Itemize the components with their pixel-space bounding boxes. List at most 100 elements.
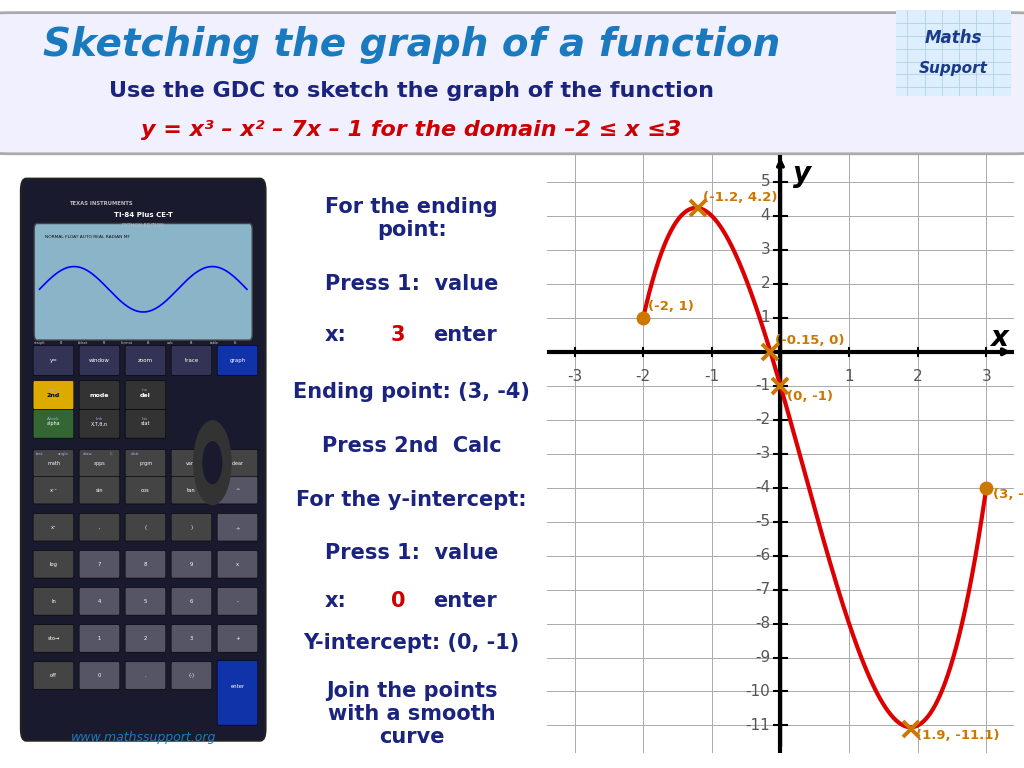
Text: test: test [36,452,43,455]
Text: y=: y= [49,358,57,363]
Text: 4: 4 [98,599,101,604]
Text: sto→: sto→ [47,636,59,641]
FancyBboxPatch shape [20,179,265,740]
Text: (: ( [144,525,146,530]
Text: alpha: alpha [47,422,60,426]
Text: ,: , [98,525,100,530]
Text: NORMAL FLOAT AUTO REAL RADIAN MF: NORMAL FLOAT AUTO REAL RADIAN MF [45,235,130,239]
Text: TI-84 Plus CE-T: TI-84 Plus CE-T [114,211,173,217]
Text: y = x³ – x² – 7x – 1 for the domain –2 ≤ x ≤3: y = x³ – x² – 7x – 1 for the domain –2 ≤… [141,121,682,141]
FancyBboxPatch shape [217,514,258,541]
FancyBboxPatch shape [79,409,120,439]
FancyBboxPatch shape [33,409,74,439]
FancyBboxPatch shape [217,449,258,477]
Text: C: C [110,452,113,455]
FancyBboxPatch shape [171,514,212,541]
Text: f1: f1 [59,341,63,345]
FancyBboxPatch shape [217,551,258,578]
Text: x⁻¹: x⁻¹ [49,488,57,492]
Text: 2nd: 2nd [47,392,60,398]
FancyBboxPatch shape [33,449,74,477]
FancyBboxPatch shape [33,381,74,409]
FancyBboxPatch shape [217,346,258,376]
FancyBboxPatch shape [125,662,166,689]
FancyBboxPatch shape [79,514,120,541]
Text: ln: ln [51,599,56,604]
Text: -6: -6 [755,548,770,563]
Text: Press 1:  value: Press 1: value [325,544,499,564]
Text: .: . [144,673,146,678]
Text: draw: draw [83,452,92,455]
Text: distr: distr [131,452,139,455]
Text: -: - [237,599,239,604]
FancyBboxPatch shape [125,624,166,652]
Text: (0, -1): (0, -1) [787,389,834,402]
Text: ^: ^ [236,488,240,492]
Text: 2: 2 [144,636,147,641]
Text: list: list [141,417,147,421]
Text: f4: f4 [190,341,194,345]
FancyBboxPatch shape [217,624,258,652]
Text: 6: 6 [189,599,194,604]
Text: zoom: zoom [138,358,154,363]
Text: -10: -10 [745,684,770,699]
FancyBboxPatch shape [125,551,166,578]
Text: -11: -11 [745,718,770,733]
FancyBboxPatch shape [171,662,212,689]
Circle shape [203,442,221,484]
Text: Use the GDC to sketch the graph of the function: Use the GDC to sketch the graph of the f… [110,81,714,101]
Text: TEXAS INSTRUMENTS: TEXAS INSTRUMENTS [69,201,132,207]
Text: 3: 3 [391,325,406,345]
FancyBboxPatch shape [171,588,212,615]
FancyBboxPatch shape [33,346,74,376]
Text: For the y-intercept:: For the y-intercept: [296,489,527,509]
Text: 7: 7 [98,562,101,567]
Text: mode: mode [90,392,110,398]
Text: -4: -4 [755,480,770,495]
Text: log: log [49,562,57,567]
Text: clear: clear [231,461,244,465]
Text: quit: quit [49,388,56,392]
FancyBboxPatch shape [79,588,120,615]
FancyBboxPatch shape [125,514,166,541]
FancyBboxPatch shape [125,588,166,615]
Text: (1.9, -11.1): (1.9, -11.1) [915,730,999,743]
Text: -1: -1 [755,379,770,393]
FancyBboxPatch shape [125,346,166,376]
Text: x: x [237,562,240,567]
Text: 2: 2 [761,276,770,291]
Text: enter: enter [433,591,497,611]
Text: trace: trace [184,358,199,363]
Text: enter: enter [230,684,245,690]
Text: math: math [47,461,60,465]
Text: 5: 5 [761,174,770,190]
Text: 1: 1 [98,636,101,641]
FancyBboxPatch shape [34,223,252,340]
FancyBboxPatch shape [79,476,120,504]
Text: f5: f5 [234,341,238,345]
Text: tan: tan [187,488,196,492]
FancyBboxPatch shape [33,624,74,652]
Text: 4: 4 [761,208,770,223]
Text: y: y [793,160,811,188]
FancyBboxPatch shape [33,551,74,578]
Text: 3: 3 [190,636,194,641]
Text: format: format [121,341,133,345]
Text: -9: -9 [755,650,770,665]
Text: apps: apps [94,461,105,465]
Text: sin: sin [96,488,103,492]
FancyBboxPatch shape [125,476,166,504]
FancyBboxPatch shape [890,5,1017,101]
Text: A-lock: A-lock [46,417,59,421]
Text: -8: -8 [755,616,770,631]
FancyBboxPatch shape [125,449,166,477]
FancyBboxPatch shape [171,476,212,504]
FancyBboxPatch shape [79,624,120,652]
FancyBboxPatch shape [171,449,212,477]
Text: -7: -7 [755,582,770,597]
Text: table: table [210,341,218,345]
Text: PYTHON EDITION: PYTHON EDITION [122,223,164,228]
FancyBboxPatch shape [125,409,166,439]
Text: x:: x: [325,591,347,611]
Text: 3: 3 [981,369,991,384]
